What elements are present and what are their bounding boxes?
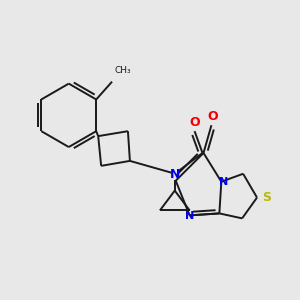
Text: CH₃: CH₃ (114, 66, 131, 75)
Text: N: N (185, 212, 194, 221)
Text: O: O (207, 110, 218, 123)
Text: S: S (262, 191, 272, 204)
Text: N: N (219, 177, 228, 187)
Text: N: N (169, 168, 180, 181)
Text: O: O (189, 116, 200, 129)
